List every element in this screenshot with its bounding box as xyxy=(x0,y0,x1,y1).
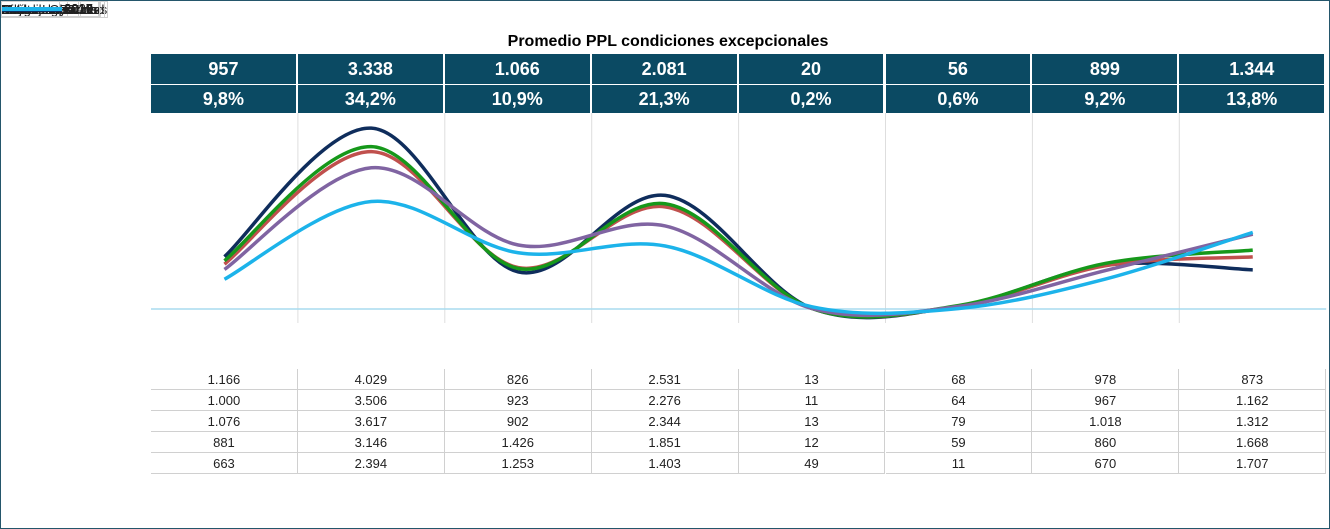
legend-label: 2019 xyxy=(64,1,93,16)
series-line xyxy=(223,199,1254,316)
legend-cell: 2020 xyxy=(1,1,100,17)
average-cell: 1.066 xyxy=(444,54,592,84)
value-cell: 1.312 xyxy=(1179,411,1327,432)
legend-label: 2018 xyxy=(64,1,93,16)
average-cell: 899 xyxy=(1032,54,1180,84)
value-cell: 1.076 xyxy=(151,411,298,432)
value-cell: 4.029 xyxy=(297,369,445,390)
share-cell: 9,2% xyxy=(1032,85,1180,113)
value-cell: 2.276 xyxy=(591,390,739,411)
share-cell: 10,9% xyxy=(444,85,592,113)
value-cell: 11 xyxy=(738,390,886,411)
legend-label: 2017 xyxy=(64,1,93,16)
average-cell: 3.338 xyxy=(297,54,445,84)
value-cell: 2.531 xyxy=(591,369,739,390)
chart-title: Promedio PPL condiciones excepcionales xyxy=(508,33,829,50)
value-cell: 978 xyxy=(1032,369,1180,390)
value-cell: 1.000 xyxy=(151,390,298,411)
value-cell: 3.506 xyxy=(297,390,445,411)
value-cell: 64 xyxy=(885,390,1033,411)
value-cell: 670 xyxy=(1032,453,1180,474)
value-cell: 3.617 xyxy=(297,411,445,432)
value-cell: 2.394 xyxy=(297,453,445,474)
legend-label: 2016 xyxy=(64,2,93,17)
average-cell: 1.344 xyxy=(1179,54,1327,84)
value-cell: 663 xyxy=(151,453,298,474)
value-cell: 79 xyxy=(885,411,1033,432)
average-cell: 56 xyxy=(885,54,1033,84)
value-cell: 49 xyxy=(738,453,886,474)
share-cell: 0,2% xyxy=(738,85,886,113)
share-cell: 34,2% xyxy=(297,85,445,113)
value-cell: 11 xyxy=(885,453,1033,474)
value-cell: 1.851 xyxy=(591,432,739,453)
value-cell: 1.253 xyxy=(444,453,592,474)
value-cell: 923 xyxy=(444,390,592,411)
value-cell: 826 xyxy=(444,369,592,390)
value-cell: 1.707 xyxy=(1179,453,1327,474)
value-cell: 902 xyxy=(444,411,592,432)
series-line xyxy=(223,144,1253,319)
value-cell: 881 xyxy=(151,432,298,453)
value-cell: 3.146 xyxy=(297,432,445,453)
average-cell: 957 xyxy=(151,54,298,84)
value-cell: 1.403 xyxy=(591,453,739,474)
share-cell: 0,6% xyxy=(885,85,1033,113)
value-cell: 12 xyxy=(738,432,886,453)
share-cell: 9,8% xyxy=(151,85,298,113)
value-cell: 873 xyxy=(1179,369,1327,390)
value-cell: 1.426 xyxy=(444,432,592,453)
value-cell: 68 xyxy=(885,369,1033,390)
value-cell: 1.166 xyxy=(151,369,298,390)
share-cell: 13,8% xyxy=(1179,85,1327,113)
value-cell: 1.162 xyxy=(1179,390,1327,411)
value-cell: 2.344 xyxy=(591,411,739,432)
value-cell: 1.668 xyxy=(1179,432,1327,453)
value-cell: 967 xyxy=(1032,390,1180,411)
value-cell: 59 xyxy=(885,432,1033,453)
value-cell: 860 xyxy=(1032,432,1180,453)
average-cell: 20 xyxy=(738,54,886,84)
value-cell: 1.018 xyxy=(1032,411,1180,432)
series-line xyxy=(223,166,1254,318)
legend-swatch xyxy=(2,6,62,11)
legend-label: 2020 xyxy=(64,1,93,16)
value-cell: 13 xyxy=(738,369,886,390)
value-cell: 13 xyxy=(738,411,886,432)
average-cell: 2.081 xyxy=(591,54,739,84)
share-cell: 21,3% xyxy=(591,85,739,113)
